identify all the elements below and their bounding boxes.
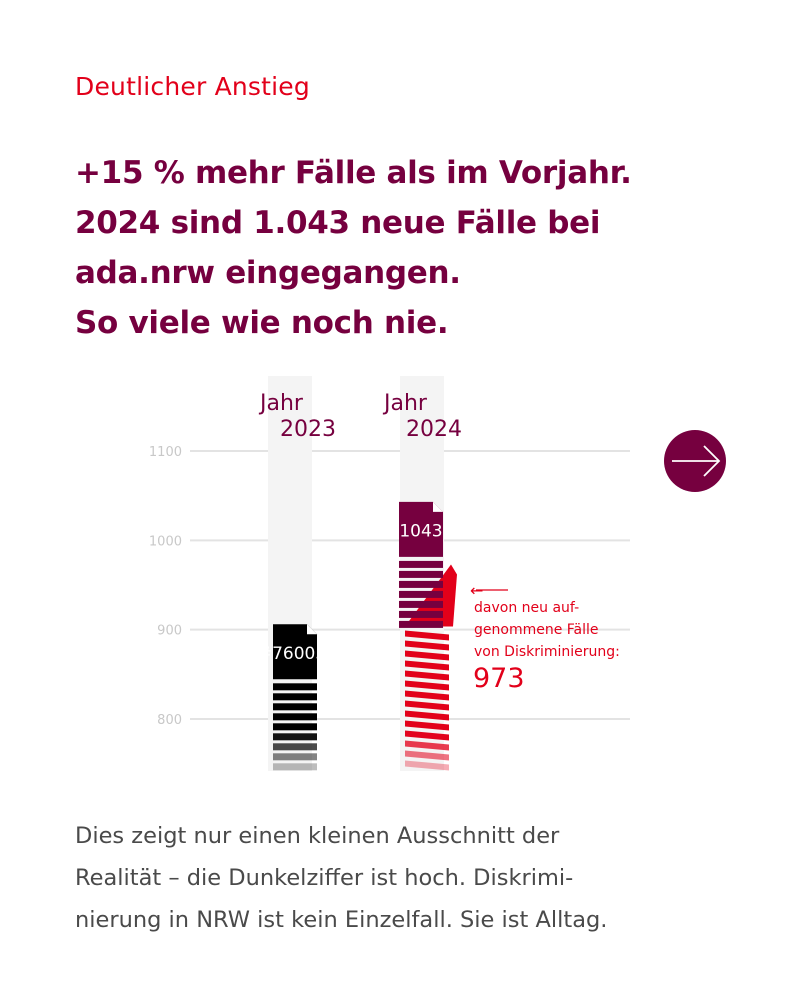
body-line: Dies zeigt nur einen kleinen Ausschnitt … xyxy=(75,823,560,849)
bar-stripe xyxy=(405,660,449,671)
bar-2024: 1043 xyxy=(399,501,443,628)
annotation-value: 973 xyxy=(473,663,525,694)
bar-stripe xyxy=(405,730,449,741)
annotation-line: davon neu auf- xyxy=(474,600,579,616)
bar-stripe xyxy=(405,700,449,711)
bar-stripe xyxy=(399,580,443,588)
bar-stripe xyxy=(405,740,449,751)
bar-stripe xyxy=(399,610,443,618)
bar-stripe xyxy=(399,600,443,608)
bar-stripe xyxy=(405,720,449,731)
bar-stripe xyxy=(399,570,443,578)
bar-stripe xyxy=(273,763,317,771)
body-line: Realität – die Dunkelziffer ist hoch. Di… xyxy=(75,865,574,891)
annotation-line: genommene Fälle xyxy=(474,622,599,638)
bar-stripe xyxy=(405,760,449,771)
bar-document xyxy=(273,624,317,680)
y-tick-label: 1100 xyxy=(149,445,182,460)
y-tick-label: 800 xyxy=(157,713,182,728)
bar-stripe xyxy=(273,733,317,741)
bar-stripe xyxy=(273,743,317,751)
kicker-title: Deutlicher Anstieg xyxy=(75,72,310,101)
next-button[interactable] xyxy=(664,430,726,492)
data-label: 1043 xyxy=(399,521,442,541)
headline-line: ada.nrw eingegangen. xyxy=(75,255,461,291)
bar-stripe xyxy=(405,650,449,661)
bar-stripe xyxy=(405,640,449,651)
bar-document xyxy=(399,501,443,557)
bar-stripe xyxy=(399,620,443,628)
data-label: #76003f xyxy=(258,644,333,664)
bar-stripe xyxy=(405,680,449,691)
headline-line: 2024 sind 1.043 neue Fälle bei xyxy=(75,205,601,241)
y-tick-label: 1000 xyxy=(149,534,182,549)
body-text: Dies zeigt nur einen kleinen Ausschnitt … xyxy=(75,815,735,941)
bar-document-fold xyxy=(433,501,443,512)
annotation-line: von Diskriminierung: xyxy=(474,644,620,660)
bar-stripe xyxy=(273,693,317,701)
bar-stripe xyxy=(273,703,317,711)
bar-stripe xyxy=(405,710,449,721)
bar-stripe xyxy=(405,670,449,681)
bar-stripe xyxy=(273,683,317,691)
y-tick-label: 900 xyxy=(157,624,182,639)
bar-document-fold xyxy=(307,624,317,635)
bar-stripe xyxy=(405,630,449,641)
bar-stripe xyxy=(405,750,449,761)
category-label-2024-line2: 2024 xyxy=(406,417,462,442)
headline-line: So viele wie noch nie. xyxy=(75,305,449,341)
body-line: nierung in NRW ist kein Einzelfall. Sie … xyxy=(75,907,608,933)
category-label-2023-line1: Jahr xyxy=(258,391,304,416)
arrow-right-icon xyxy=(672,445,721,477)
bar-stripe xyxy=(399,560,443,568)
bar-stripe xyxy=(273,713,317,721)
bar-stripe xyxy=(399,590,443,598)
bar-stripe xyxy=(273,753,317,761)
category-label-2024-line1: Jahr xyxy=(382,391,428,416)
bar-stripe xyxy=(273,723,317,731)
category-label-2023-line2: 2023 xyxy=(280,417,336,442)
bar-stripe xyxy=(405,690,449,701)
headline-line: +15 % mehr Fälle als im Vorjahr. xyxy=(75,155,632,191)
headline: +15 % mehr Fälle als im Vorjahr. 2024 si… xyxy=(75,148,715,348)
